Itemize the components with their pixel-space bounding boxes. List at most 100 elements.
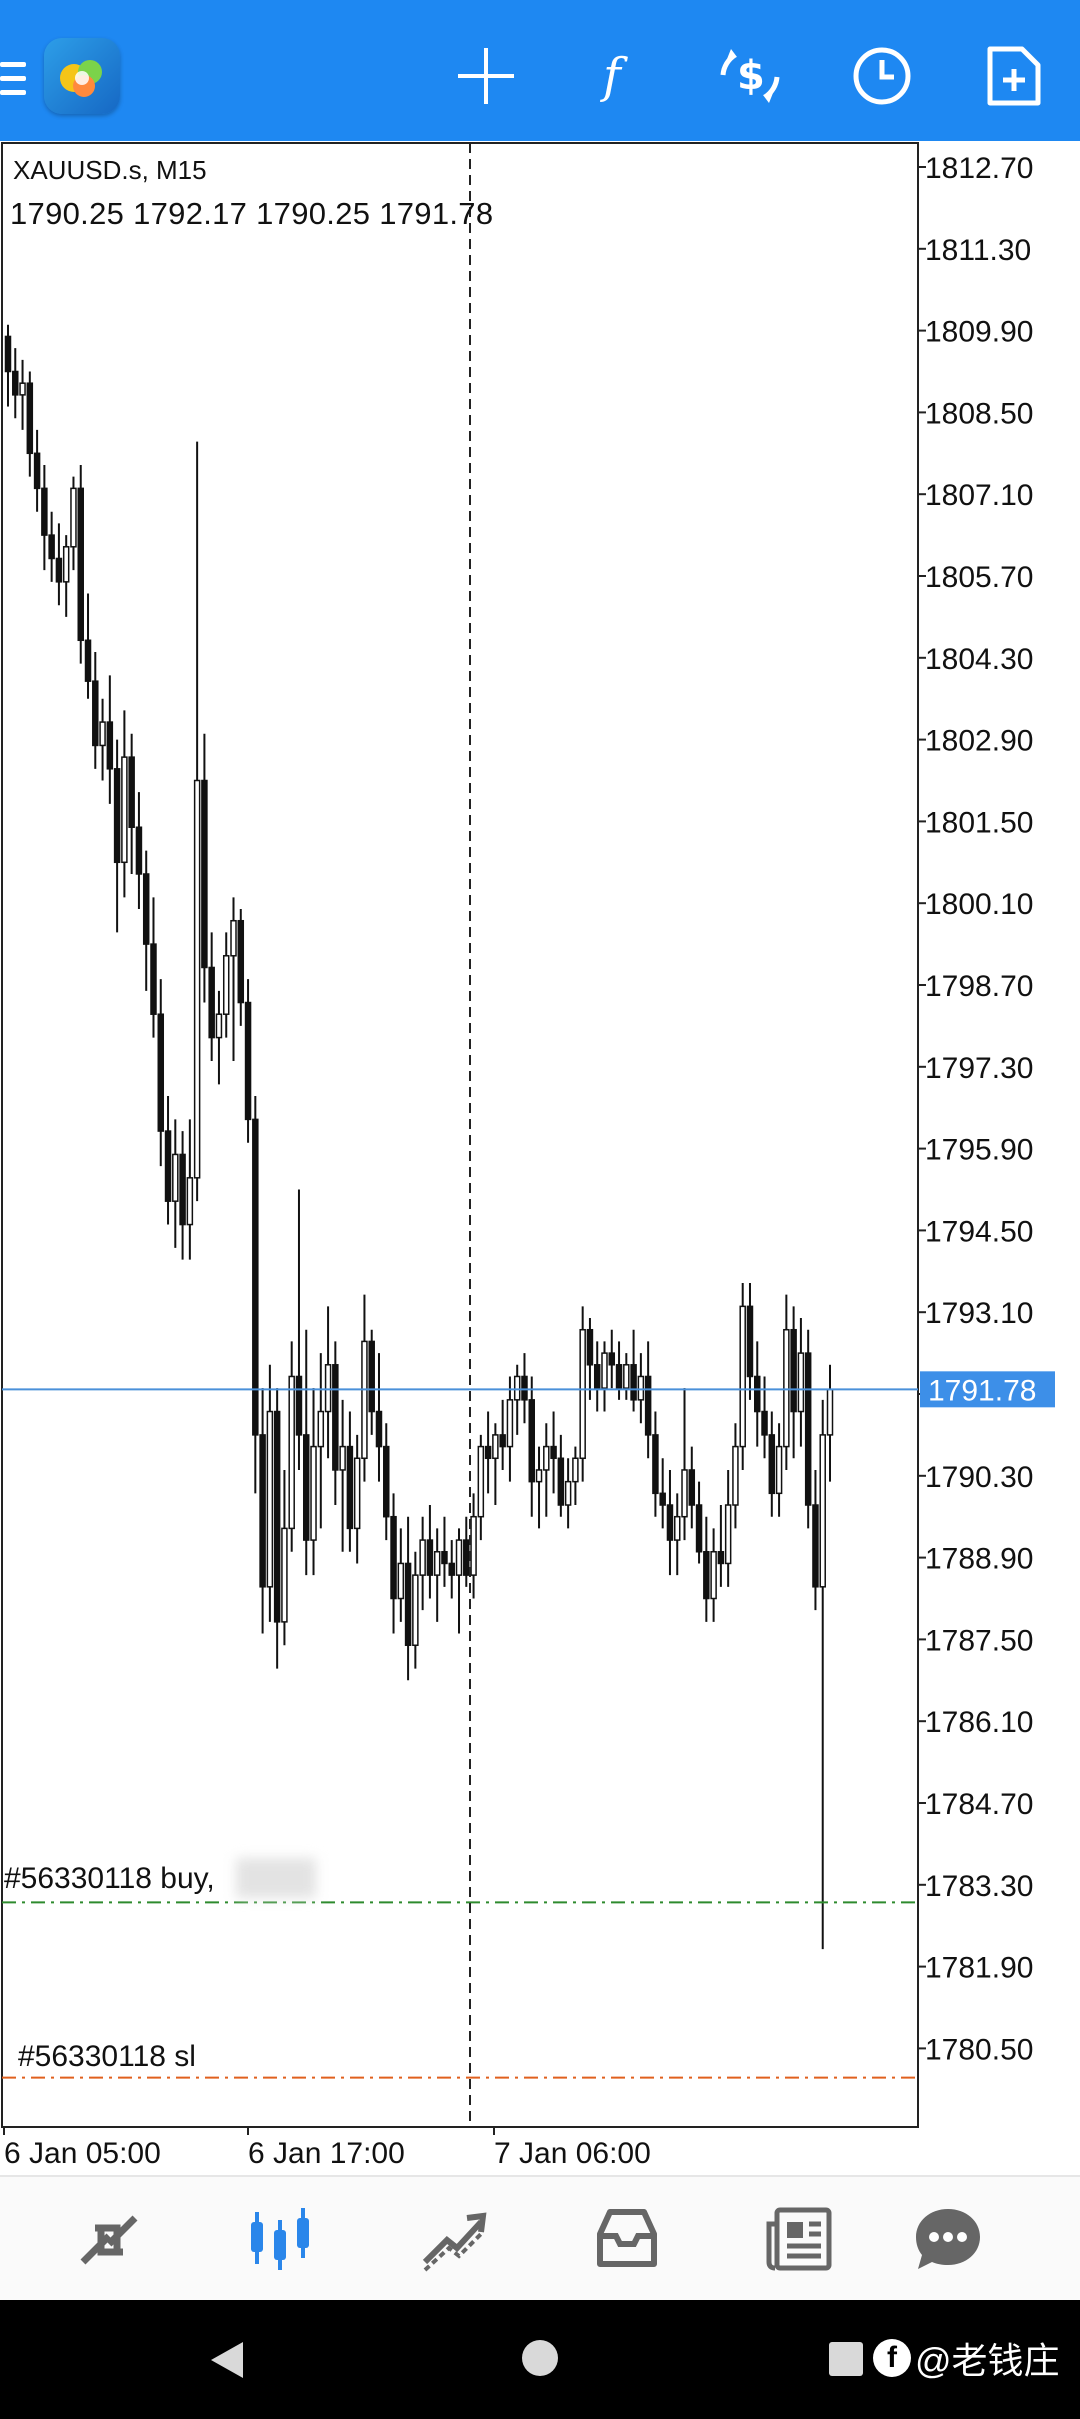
metatrader-logo[interactable] <box>44 38 120 114</box>
crosshair-icon[interactable] <box>448 38 524 114</box>
candle-body <box>4 335 12 373</box>
candle-body <box>62 546 70 583</box>
candle <box>266 1364 274 1622</box>
new-order-icon[interactable] <box>976 38 1052 114</box>
trade-icon[interactable] <box>414 2199 494 2279</box>
timeframe-clock-icon[interactable] <box>844 38 920 114</box>
candle-body <box>12 370 19 396</box>
candle <box>404 1516 412 1681</box>
recent-apps-icon[interactable] <box>829 2342 863 2376</box>
candle-body <box>150 943 157 1015</box>
indicators-icon[interactable]: f <box>579 38 655 114</box>
history-icon[interactable] <box>587 2199 667 2279</box>
candle-body <box>681 1469 688 1518</box>
candle-body <box>463 1539 470 1576</box>
candle <box>317 1353 325 1529</box>
news-icon[interactable] <box>760 2199 840 2279</box>
candle <box>179 1131 186 1260</box>
candle <box>26 371 34 477</box>
candle-body <box>433 1551 441 1576</box>
candle-body <box>390 1515 397 1600</box>
candle <box>121 710 128 898</box>
candle-body <box>790 1328 797 1413</box>
candle <box>273 1388 281 1669</box>
back-icon[interactable] <box>207 2340 247 2385</box>
candle-body <box>310 1445 317 1541</box>
candle <box>659 1458 666 1529</box>
candle-body <box>215 1013 223 1039</box>
candle <box>201 733 208 1003</box>
current-price-label: 1791.78 <box>928 1374 1036 1407</box>
candle-body <box>208 966 215 1039</box>
candle <box>797 1318 805 1447</box>
candle <box>259 1388 266 1634</box>
candle <box>521 1353 528 1424</box>
candle-body <box>732 1445 739 1506</box>
candle-body <box>644 1375 652 1436</box>
candle <box>383 1423 390 1541</box>
candle-body <box>164 1130 172 1202</box>
price-axis-label: 1794.50 <box>925 1215 1033 1248</box>
quotes-icon[interactable] <box>68 2199 148 2279</box>
candle-body <box>710 1551 717 1600</box>
currency-swap-icon[interactable]: $ <box>712 38 788 114</box>
candle-body <box>484 1445 492 1460</box>
candle <box>208 932 215 1061</box>
candle <box>557 1434 565 1517</box>
home-icon[interactable] <box>522 2340 558 2376</box>
candle <box>281 1469 288 1646</box>
candle-body <box>754 1375 761 1413</box>
candle <box>4 324 12 407</box>
price-axis-label: 1797.30 <box>925 1052 1033 1085</box>
watermark-text: @老钱庄 <box>915 2340 1060 2381</box>
chart-icon[interactable] <box>240 2199 320 2279</box>
candle-body <box>99 721 106 747</box>
candle-body <box>121 756 128 864</box>
price-axis-label: 1800.10 <box>925 888 1033 921</box>
candle-body <box>259 1434 266 1588</box>
chat-icon[interactable] <box>908 2199 988 2279</box>
price-axis-label: 1811.30 <box>925 234 1031 267</box>
candle-body <box>186 1177 194 1226</box>
candle-body <box>106 721 114 770</box>
candle-body <box>302 1434 310 1541</box>
candle-body <box>783 1328 790 1448</box>
candle <box>244 979 252 1143</box>
candle <box>644 1341 652 1459</box>
candle <box>310 1388 317 1576</box>
candle <box>70 476 77 571</box>
candle <box>12 348 19 419</box>
candle <box>783 1294 790 1470</box>
price-chart[interactable]: 1812.70 1811.30 1809.90 1808.50 1807.10 1805.… <box>0 141 1080 2175</box>
candle-body <box>470 1515 477 1576</box>
price-axis-label: 1784.70 <box>925 1788 1033 1821</box>
price-axis-label: 1805.70 <box>925 561 1033 594</box>
time-axis-label: 7 Jan 06:00 <box>494 2137 651 2170</box>
candle-body <box>768 1434 776 1495</box>
candle-body <box>586 1328 594 1366</box>
order-buy-label[interactable]: #56330118 buy, <box>4 1862 215 1895</box>
candle-body <box>608 1352 616 1366</box>
candle <box>33 429 41 512</box>
candle-body <box>426 1539 434 1576</box>
candle-body <box>375 1410 383 1448</box>
candle <box>470 1493 477 1599</box>
candle <box>739 1282 746 1470</box>
candle <box>193 441 201 1202</box>
candle-body <box>717 1551 725 1565</box>
candle-body <box>33 452 41 490</box>
candle <box>819 1399 826 1950</box>
candle-body <box>746 1305 754 1378</box>
candle-body <box>615 1364 623 1389</box>
candle <box>688 1446 696 1529</box>
candle <box>426 1505 434 1599</box>
candle-body <box>601 1352 608 1389</box>
candle-body <box>157 1013 165 1132</box>
candlestick-chart[interactable]: 1812.70 1811.30 1809.90 1808.50 1807.10 1805.… <box>0 141 1080 2175</box>
candle-body <box>179 1153 186 1226</box>
system-navigation-bar: f @老钱庄 <box>0 2300 1080 2419</box>
candle <box>397 1528 405 1622</box>
menu-icon[interactable] <box>0 62 26 96</box>
order-sl-label[interactable]: #56330118 sl <box>18 2040 196 2073</box>
candle <box>55 523 63 606</box>
